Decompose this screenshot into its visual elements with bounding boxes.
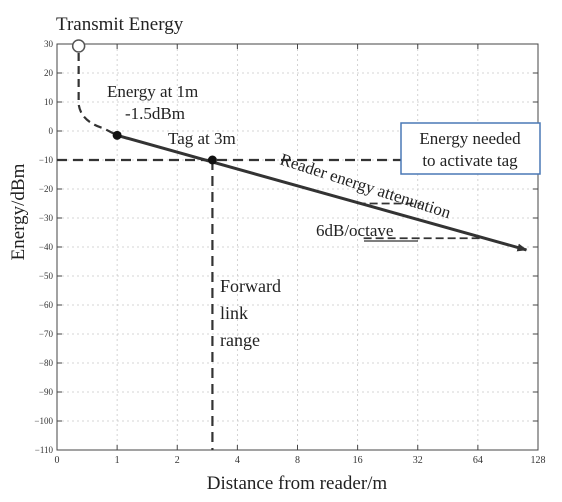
x-tick-label: 64 <box>473 455 483 466</box>
x-tick-label: 16 <box>353 455 363 466</box>
y-tick-label: 10 <box>44 97 54 107</box>
y-axis-ticks: 30 20 10 0 −10 −20 −30 −40 −50 −60 −70 −80 −90 −100 −1… <box>34 39 538 455</box>
y-tick-label: −40 <box>39 242 54 252</box>
y-tick-label: −80 <box>39 358 54 368</box>
transmit-energy-label: Transmit Energy <box>56 14 184 35</box>
y-tick-label: −60 <box>39 300 54 310</box>
forward-label-2: link <box>220 303 248 323</box>
data-point-1m <box>112 130 122 140</box>
tag-at-3m-label: Tag at 3m <box>168 129 236 148</box>
energy-needed-label-1: Energy needed <box>419 129 521 148</box>
forward-label-3: range <box>220 330 260 350</box>
y-tick-label: 30 <box>44 39 54 49</box>
y-tick-label: −10 <box>39 155 54 165</box>
x-tick-label: 1 <box>115 455 120 466</box>
x-axis-label: Distance from reader/m <box>207 473 388 494</box>
slope-label: 6dB/octave <box>316 221 393 240</box>
x-tick-label: 2 <box>175 455 180 466</box>
x-axis-ticks: 0 1 2 4 8 16 32 64 128 <box>55 44 546 466</box>
energy-needed-label-2: to activate tag <box>422 151 518 170</box>
y-tick-label: −50 <box>39 271 54 281</box>
data-point-3m <box>207 155 217 165</box>
y-tick-label: −30 <box>39 213 54 223</box>
energy-at-1m-label: Energy at 1m <box>107 82 198 101</box>
energy-at-1m-value: -1.5dBm <box>125 104 185 123</box>
x-tick-label: 32 <box>413 455 423 466</box>
x-tick-label: 8 <box>295 455 300 466</box>
x-tick-label: 4 <box>235 455 240 466</box>
y-tick-label: −20 <box>39 184 54 194</box>
y-tick-label: −90 <box>39 387 54 397</box>
forward-label-1: Forward <box>220 276 281 296</box>
near-field-curve <box>77 53 118 137</box>
transmit-energy-point <box>71 39 86 53</box>
y-tick-label: 20 <box>44 68 54 78</box>
y-tick-label: −100 <box>34 416 53 426</box>
y-tick-label: 0 <box>49 126 54 136</box>
x-tick-label: 0 <box>55 455 60 466</box>
x-tick-label: 128 <box>531 455 546 466</box>
series-line <box>116 133 528 252</box>
y-tick-label: −70 <box>39 329 54 339</box>
energy-needed-box <box>400 122 541 175</box>
y-tick-label: −110 <box>35 445 54 455</box>
y-axis-label: Energy/dBm <box>8 163 29 260</box>
